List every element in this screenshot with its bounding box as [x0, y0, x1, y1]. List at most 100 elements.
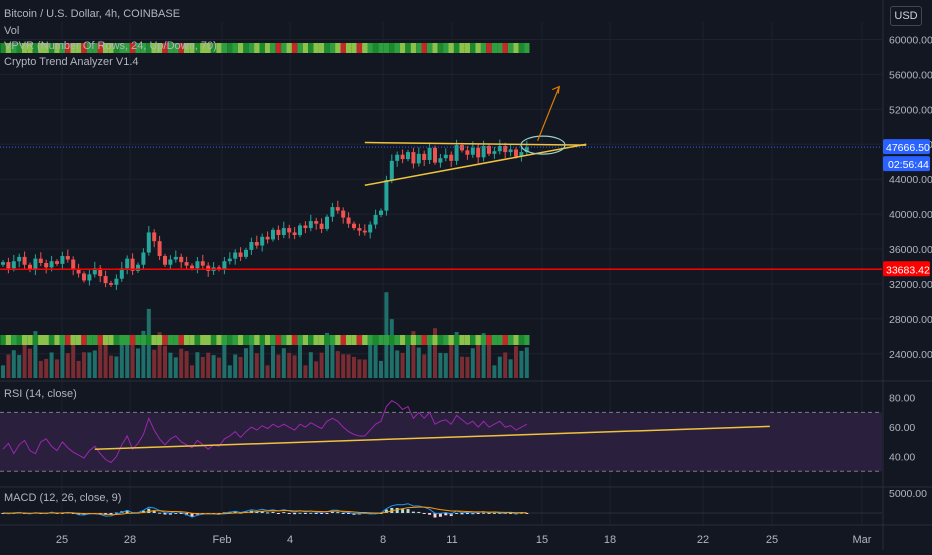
trend-ribbon-top [464, 43, 471, 53]
volume-bar [17, 354, 22, 378]
price-tick-label: 40000.00 [889, 209, 932, 221]
macd-histogram-bar [411, 511, 415, 513]
macd-histogram-bar [482, 512, 486, 514]
trend-ribbon-top [97, 43, 103, 53]
candle-body [22, 256, 27, 265]
volume-bar [152, 349, 157, 378]
volume-bar [179, 348, 184, 378]
trend-ribbon-bottom [0, 335, 6, 345]
trend-ribbon-bottom [65, 335, 71, 345]
trend-ribbon-bottom [59, 335, 66, 345]
volume-bar [454, 332, 459, 378]
volume-bar [184, 351, 189, 378]
trend-ribbon-top [497, 43, 503, 53]
candle-body [470, 147, 475, 155]
trend-ribbon-bottom [372, 335, 379, 345]
macd-histogram-bar [325, 513, 329, 514]
trend-ribbon-top [81, 43, 87, 53]
volume-bar [114, 356, 119, 378]
trend-ribbon-bottom [243, 335, 249, 345]
trend-ribbon-top [221, 43, 228, 53]
price-tick-label: 24000.00 [889, 349, 932, 361]
candle-body [503, 145, 508, 153]
candle-body [60, 256, 65, 264]
candle-body [179, 256, 184, 263]
volume-bar [400, 352, 405, 378]
volume-bar [249, 344, 254, 378]
candle-body [389, 160, 394, 181]
volume-bar [87, 352, 92, 378]
candle-body [82, 273, 86, 281]
volume-bar [411, 331, 416, 378]
trend-ribbon-top [513, 43, 519, 53]
volume-bar [49, 352, 54, 378]
macd-legend[interactable]: MACD (12, 26, close, 9) [4, 492, 122, 504]
volume-bar [514, 346, 518, 378]
trend-ribbon-bottom [286, 335, 292, 345]
macd-histogram-bar [314, 513, 318, 514]
candle-body [119, 268, 124, 279]
symbol-title[interactable]: Bitcoin / U.S. Dollar, 4h, COINBASE [4, 8, 181, 20]
macd-histogram-bar [476, 513, 480, 514]
vpvr-legend[interactable]: VPVR (Number Of Rows, 24, Up/Down, 70) [4, 40, 217, 52]
price-tick-label: 60000.00 [889, 34, 932, 46]
price-tick-label: 52000.00 [889, 104, 932, 116]
candle-body [330, 207, 335, 217]
trend-ribbon-top [65, 43, 71, 53]
trend-ribbon-bottom [38, 335, 44, 345]
candle-body [260, 236, 265, 246]
trend-ribbon-top [491, 43, 498, 53]
trend-ribbon-top [243, 43, 249, 53]
trend-ribbon-top [291, 43, 298, 53]
time-tick-label: 11 [446, 534, 457, 546]
macd-histogram-bar [471, 513, 475, 515]
volume-bar [211, 355, 216, 378]
volume-bar [233, 354, 238, 378]
macd-histogram-bar [341, 513, 345, 514]
volume-bar [173, 357, 178, 378]
trend-ribbon-bottom [464, 335, 471, 345]
volume-bar [141, 330, 146, 378]
macd-histogram-bar [417, 511, 421, 513]
macd-histogram-bar [271, 511, 275, 513]
volume-bar [503, 352, 508, 378]
volume-bar [276, 354, 281, 378]
support-level-badge [883, 261, 930, 277]
trend-ribbon-bottom [345, 335, 352, 345]
trend-ribbon-top [507, 43, 514, 53]
volume-legend[interactable]: Vol [4, 25, 20, 37]
macd-histogram-bar [487, 513, 491, 514]
trend-ribbon-bottom [216, 335, 222, 345]
trend-ribbon-bottom [270, 335, 276, 345]
macd-histogram-bar [465, 513, 469, 514]
rsi-trendline [94, 425, 770, 450]
trend-ribbon-top [119, 43, 125, 53]
trend-ribbon-bottom [135, 335, 141, 345]
candle-body [276, 229, 281, 236]
trend-ribbon-top [459, 43, 465, 53]
trend-ribbon-bottom [329, 335, 336, 345]
trend-ribbon-bottom [200, 335, 206, 345]
trend-ribbon-bottom [21, 335, 28, 345]
trend-ribbon-top [129, 43, 136, 53]
macd-histogram-bar [309, 512, 313, 514]
candle-body [476, 147, 481, 158]
rsi-legend[interactable]: RSI (14, close) [4, 388, 77, 400]
currency-button[interactable]: USD [890, 6, 922, 26]
volume-bar [449, 344, 454, 378]
trend-ribbon-bottom [297, 335, 303, 345]
trend-analyzer-legend[interactable]: Crypto Trend Analyzer V1.4 [4, 56, 139, 68]
macd-histogram-bar [320, 513, 324, 514]
volume-bar [60, 344, 65, 378]
trend-ribbon-top [426, 43, 433, 53]
trend-ribbon-top [248, 43, 255, 53]
macd-histogram-bar [519, 512, 523, 514]
candle-body [114, 278, 119, 285]
macd-histogram-bar [125, 510, 129, 513]
trend-ribbon-top [340, 43, 346, 53]
volume-bar [98, 344, 103, 378]
trend-ribbon-top [324, 43, 330, 53]
macd-histogram-bar [233, 511, 237, 513]
